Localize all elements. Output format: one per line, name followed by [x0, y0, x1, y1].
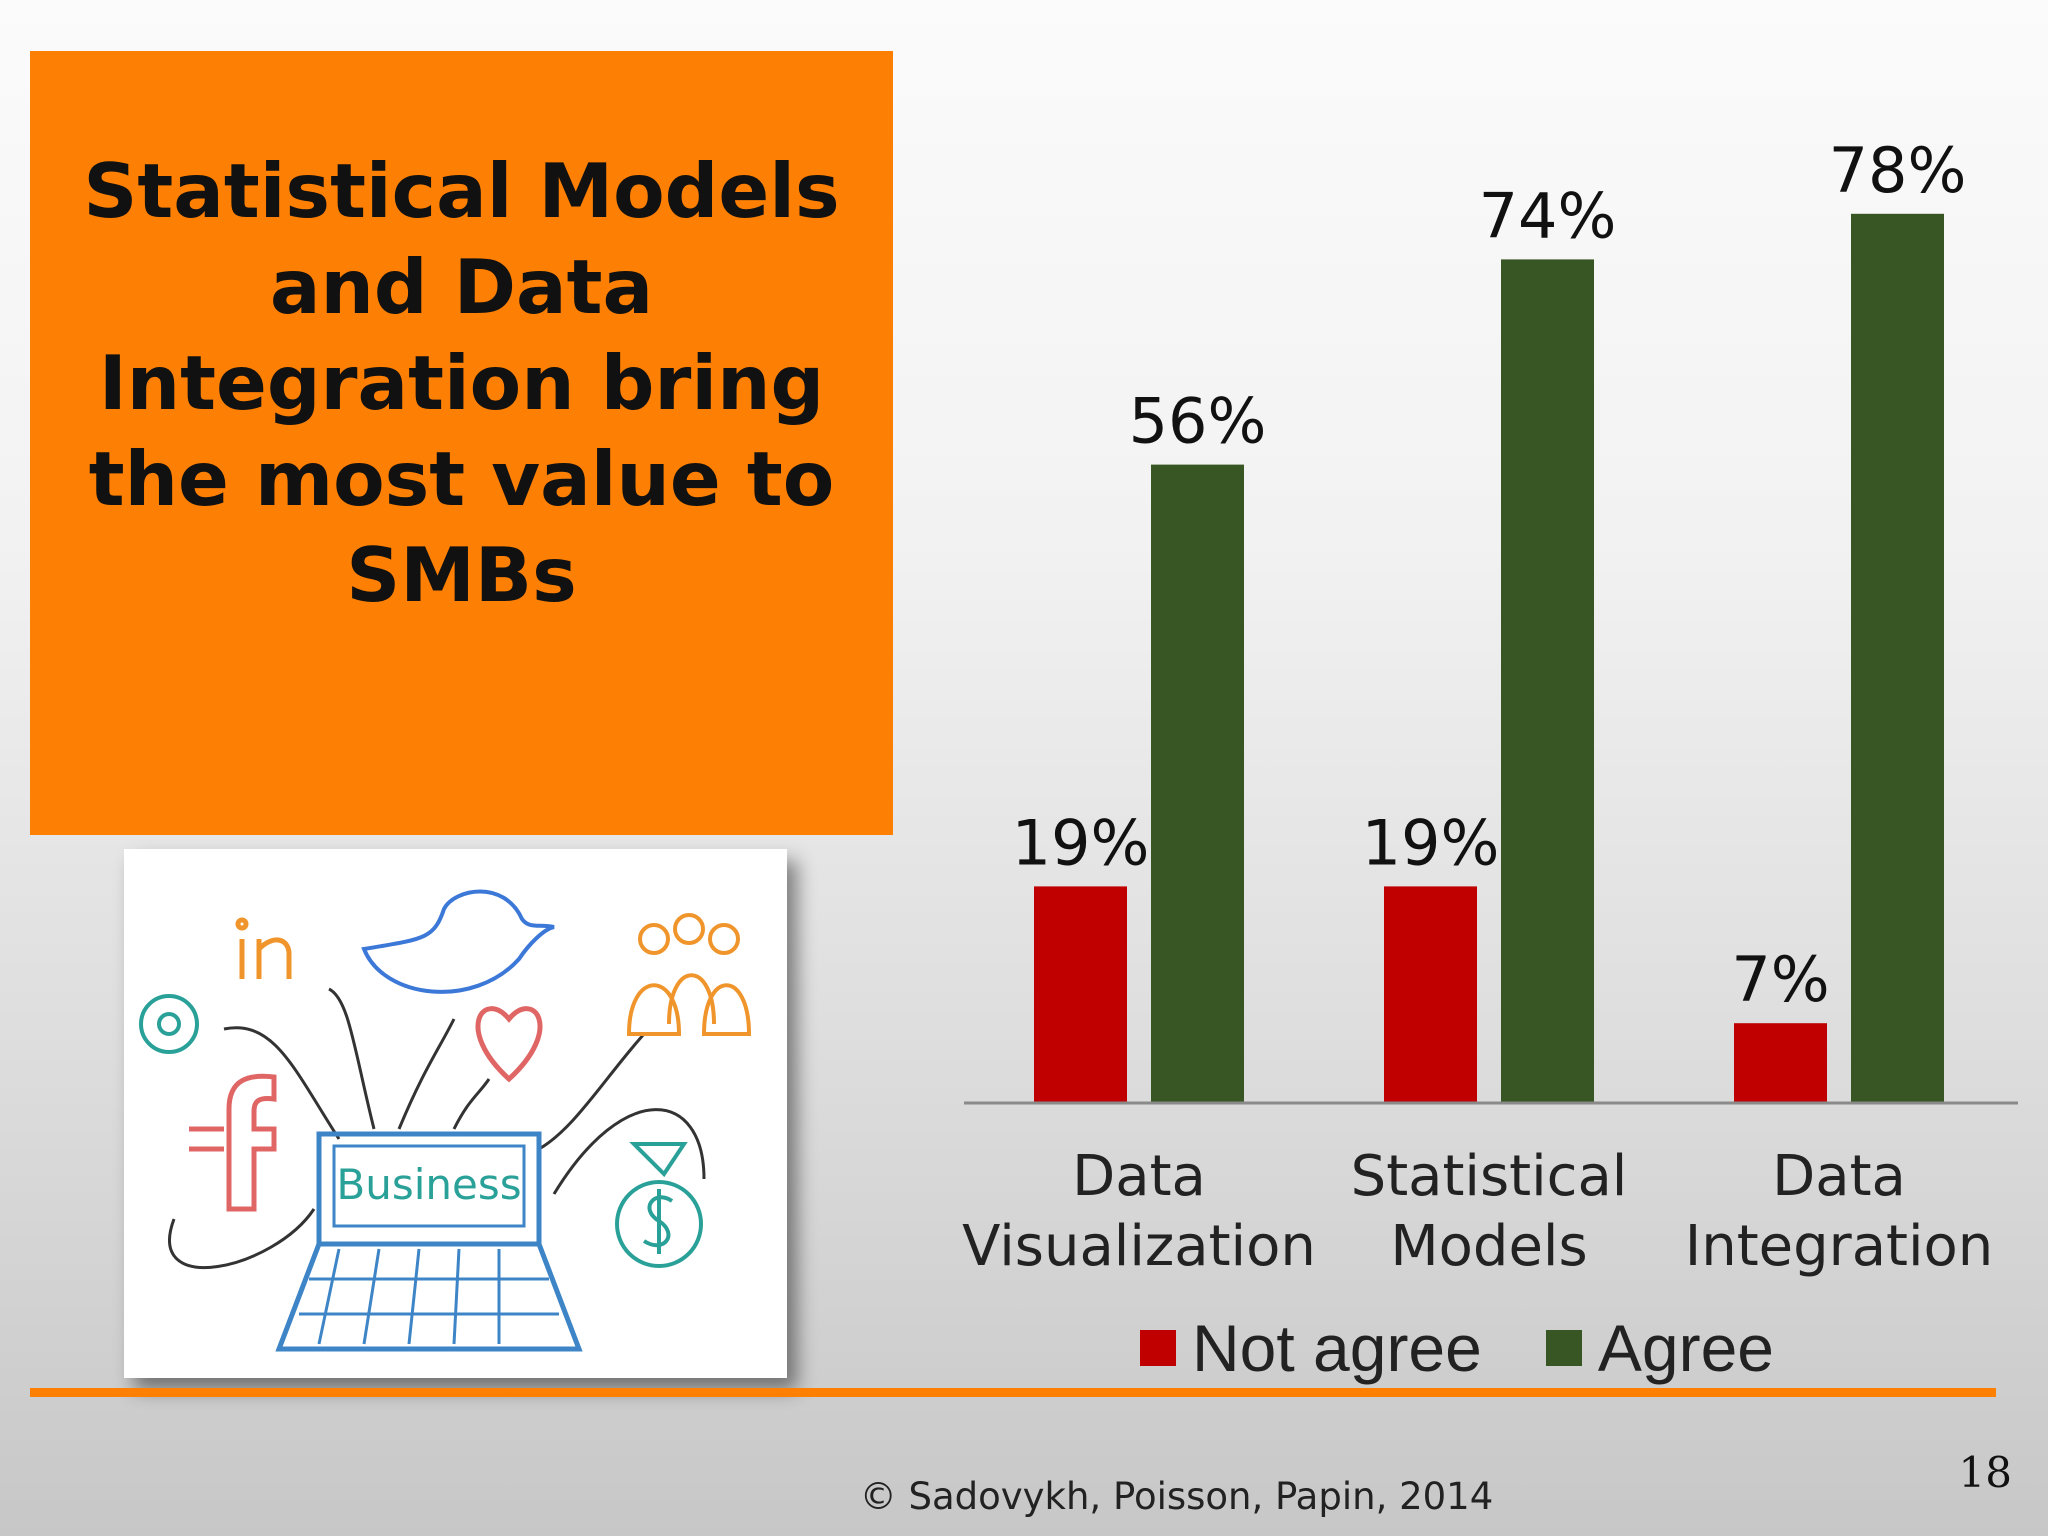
data-label-not-agree-0: 19% [1012, 806, 1150, 879]
copyright-text: © Sadovykh, Poisson, Papin, 2014 [859, 1475, 1494, 1518]
category-label-2-line-0: Data [1772, 1144, 1906, 1209]
arrow-to-at [223, 1026, 341, 1140]
bar-agree-2 [1851, 213, 1944, 1104]
data-label-not-agree-2: 7% [1731, 943, 1829, 1016]
bar-chart: 19% 56% Data Visualization 19% 74% Statistical… [940, 110, 2040, 1400]
money-bag-icon [615, 1142, 703, 1268]
twitter-bird-icon [361, 889, 555, 994]
chart-canvas: 19%56%DataVisualization19%74%Statistical… [962, 134, 2018, 1279]
arrow-to-money [552, 1108, 706, 1195]
legend-label-not-agree: Not agree [1192, 1311, 1482, 1385]
bar-not-agree-1 [1384, 886, 1477, 1103]
category-label-1-line-0: Statistical [1351, 1144, 1628, 1209]
legend-item-agree: Agree [1545, 1310, 1774, 1386]
arrow-to-bird [397, 1018, 456, 1130]
category-label-0-line-0: Data [1072, 1144, 1206, 1209]
category-label-0-line-1: Visualization [962, 1214, 1316, 1279]
arrow-to-heart [452, 1078, 491, 1130]
legend-swatch-agree [1545, 1330, 1582, 1366]
category-label-1-line-1: Models [1390, 1214, 1587, 1279]
facebook-icon [189, 1073, 277, 1212]
title-box: Statistical Models and Data Integration … [30, 51, 893, 835]
illustration-canvas: Business [139, 889, 752, 1352]
legend-swatch-not-agree [1140, 1330, 1176, 1366]
business-illustration: Business [124, 849, 787, 1378]
at-sign-icon [139, 994, 199, 1054]
data-label-agree-2: 78% [1829, 134, 1967, 207]
legend-label-agree: Agree [1597, 1311, 1774, 1385]
category-label-2-line-1: Integration [1685, 1214, 1994, 1279]
data-label-agree-1: 74% [1479, 179, 1617, 252]
arrow-to-group [538, 1033, 646, 1151]
laptop-icon [275, 1131, 583, 1352]
arrow-to-facebook [168, 1208, 316, 1270]
chart-legend: Not agree Agree [1140, 1310, 1838, 1386]
heart-icon [475, 1006, 543, 1083]
bar-not-agree-2 [1734, 1023, 1827, 1103]
bar-agree-1 [1501, 259, 1594, 1103]
slide-title: Statistical Models and Data Integration … [83, 147, 840, 619]
group-icon [626, 913, 752, 1036]
footer-rule [30, 1388, 1996, 1397]
legend-item-not-agree: Not agree [1140, 1310, 1482, 1386]
laptop-label: Business [336, 1160, 521, 1209]
bar-agree-0 [1151, 464, 1244, 1104]
bar-not-agree-0 [1034, 886, 1127, 1103]
linkedin-icon [235, 917, 292, 979]
arrow-to-linkedin [328, 987, 376, 1130]
data-label-agree-0: 56% [1129, 385, 1267, 458]
data-label-not-agree-1: 19% [1362, 806, 1500, 879]
page-number: 18 [1958, 1448, 2012, 1497]
